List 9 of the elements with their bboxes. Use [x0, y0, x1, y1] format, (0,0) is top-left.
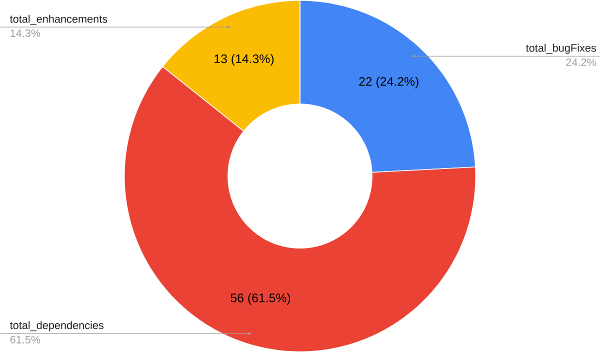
data-label: 13 (14.3%)	[214, 54, 274, 66]
text: 14.3%	[10, 29, 40, 37]
slice-label: total_dependencies	[10, 321, 104, 332]
text: 24.2%	[566, 58, 596, 66]
slice-label: total_bugFixes	[526, 44, 596, 54]
data-label: 22 (24.2%)	[359, 76, 418, 88]
slice-label: total_enhancements	[10, 14, 108, 25]
text: 61.5%	[10, 336, 40, 344]
data-label: 56 (61.5%)	[230, 293, 290, 305]
